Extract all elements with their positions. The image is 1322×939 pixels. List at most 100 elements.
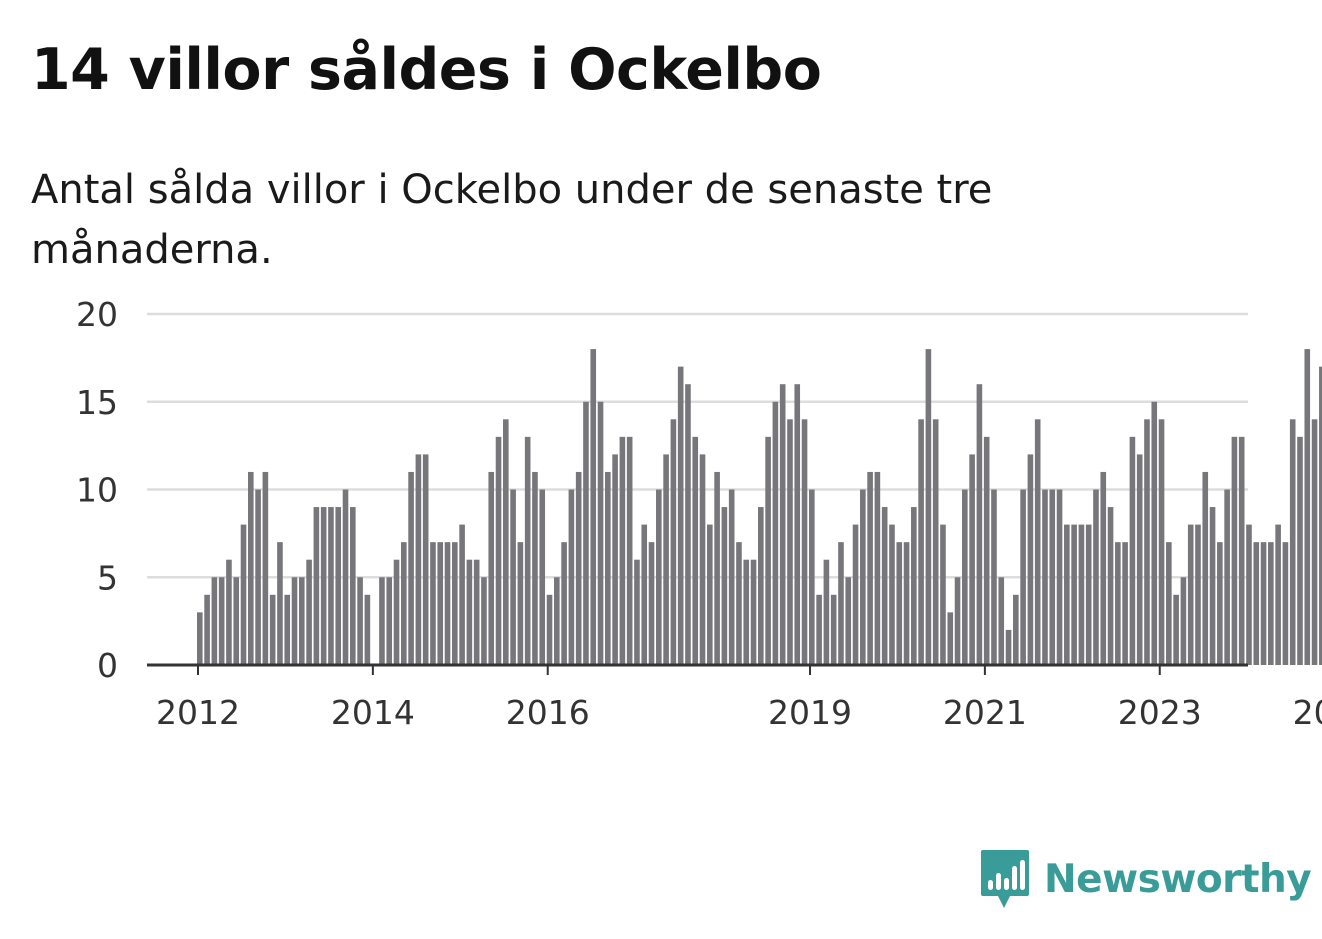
bar [692,436,699,665]
bar [1107,507,1114,665]
bar [277,542,283,665]
bar [1217,542,1223,665]
bar [597,401,604,665]
bar [1195,524,1201,665]
bar [911,507,917,665]
bar [481,577,487,665]
bar [860,489,866,665]
brand-name: Newsworthy [1044,856,1312,902]
bar [663,454,669,665]
bar [452,542,458,665]
bar [969,454,975,665]
bar [816,594,822,665]
bar [1027,454,1034,665]
bar [226,559,232,665]
bar [233,577,240,665]
bar [1319,366,1322,665]
bar [1311,419,1318,665]
brand-logo: Newsworthy [980,848,1312,910]
bar [1173,594,1179,665]
bar [299,577,305,665]
bar [422,454,429,665]
bar [473,559,480,665]
bar [401,542,407,665]
bar [1297,436,1303,665]
bar [983,436,990,665]
bar [197,612,203,665]
bar [758,507,764,665]
bar [328,507,334,665]
bar [1122,542,1128,665]
y-tick-label: 0 [97,646,118,685]
bar [218,577,225,665]
bar [1013,594,1019,665]
bar [670,419,677,665]
bar [1224,489,1230,665]
bar [641,524,648,665]
bar [1144,419,1150,665]
bar [1085,524,1092,665]
bar [561,542,567,665]
bar [379,577,385,665]
bar [1064,524,1070,665]
bar [750,559,757,665]
bar [430,542,436,665]
bar [1020,489,1026,665]
bar [743,559,750,665]
bar [830,594,837,665]
bar [386,577,393,665]
bar [444,542,451,665]
bar [211,577,218,665]
bar [612,454,618,665]
bar [357,577,363,665]
bar [925,349,932,665]
bars [197,349,1322,665]
bar [626,436,633,665]
bar [532,471,538,665]
bar [1056,489,1063,665]
bar [823,559,830,665]
bar [503,419,509,665]
bar [1042,489,1048,665]
bar [1238,436,1245,665]
x-tick-label: 2014 [331,693,415,732]
y-axis: 0 5 10 15 20 [76,295,118,685]
bar [248,471,254,665]
bar [677,366,684,665]
bar [1034,419,1041,665]
bar [1049,489,1056,665]
bar [845,577,852,665]
bar [575,471,582,665]
bar [1115,542,1121,665]
bar [1202,471,1209,665]
bar [881,507,888,665]
bar [539,489,546,665]
bar [313,507,320,665]
bar [634,559,640,665]
bar [889,524,895,665]
bar [721,507,728,665]
bar [415,454,422,665]
bar [568,489,575,665]
bar [284,594,291,665]
y-tick-label: 10 [76,471,118,510]
y-tick-label: 5 [97,558,118,597]
bar [554,577,560,665]
bar [1005,629,1012,665]
bar [1129,436,1136,665]
bar [707,524,713,665]
bar [867,471,873,665]
bar [488,471,495,665]
bar [605,471,611,665]
bar [1151,401,1158,665]
bar [255,489,261,665]
x-axis: 2012 2014 2016 2019 2021 2023 2025 [147,663,1322,732]
bar [466,559,473,665]
bar [685,384,691,665]
bar [1071,524,1077,665]
bar [1093,489,1099,665]
bar [459,524,465,665]
bar [1231,436,1238,665]
bar [1187,524,1194,665]
chart-subtitle: Antal sålda villor i Ockelbo under de se… [31,167,993,273]
